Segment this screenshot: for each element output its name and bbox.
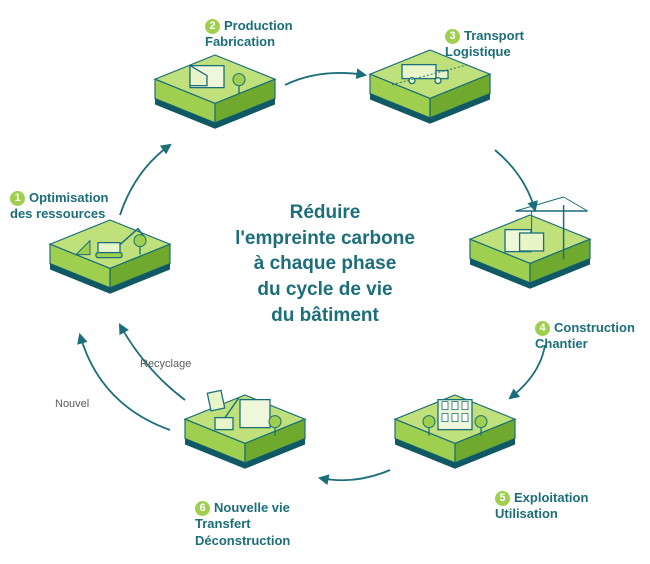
label-node-1: 1Optimisationdes ressources — [10, 190, 108, 223]
label-node-2: 2ProductionFabrication — [205, 18, 293, 51]
label-node-6: 6Nouvelle vieTransfertDéconstruction — [195, 500, 290, 549]
arrow-3-4 — [495, 150, 535, 210]
arrow-4-5 — [510, 345, 545, 398]
arrow-6-1-alt — [80, 335, 170, 430]
edge-label-6: Nouvel — [55, 398, 89, 410]
tile-2 — [155, 55, 275, 129]
badge-6: 6 — [195, 501, 210, 516]
lifecycle-diagram: Réduirel'empreinte carboneà chaque phase… — [0, 0, 650, 564]
badge-1: 1 — [10, 191, 25, 206]
center-caption: Réduirel'empreinte carboneà chaque phase… — [200, 200, 450, 328]
arrow-2-3 — [285, 73, 365, 85]
badge-5: 5 — [495, 491, 510, 506]
tile-4 — [470, 197, 590, 289]
tile-6 — [185, 390, 305, 468]
tile-5 — [395, 395, 515, 469]
badge-3: 3 — [445, 29, 460, 44]
tile-3 — [370, 50, 490, 124]
badge-2: 2 — [205, 19, 220, 34]
arrow-1-2 — [120, 145, 170, 215]
edge-label-5: Recyclage — [140, 358, 191, 370]
tile-1 — [50, 220, 170, 294]
label-node-4: 4ConstructionChantier — [535, 320, 635, 353]
label-node-5: 5ExploitationUtilisation — [495, 490, 588, 523]
badge-4: 4 — [535, 321, 550, 336]
label-node-3: 3TransportLogistique — [445, 28, 524, 61]
arrow-5-6 — [320, 470, 390, 480]
